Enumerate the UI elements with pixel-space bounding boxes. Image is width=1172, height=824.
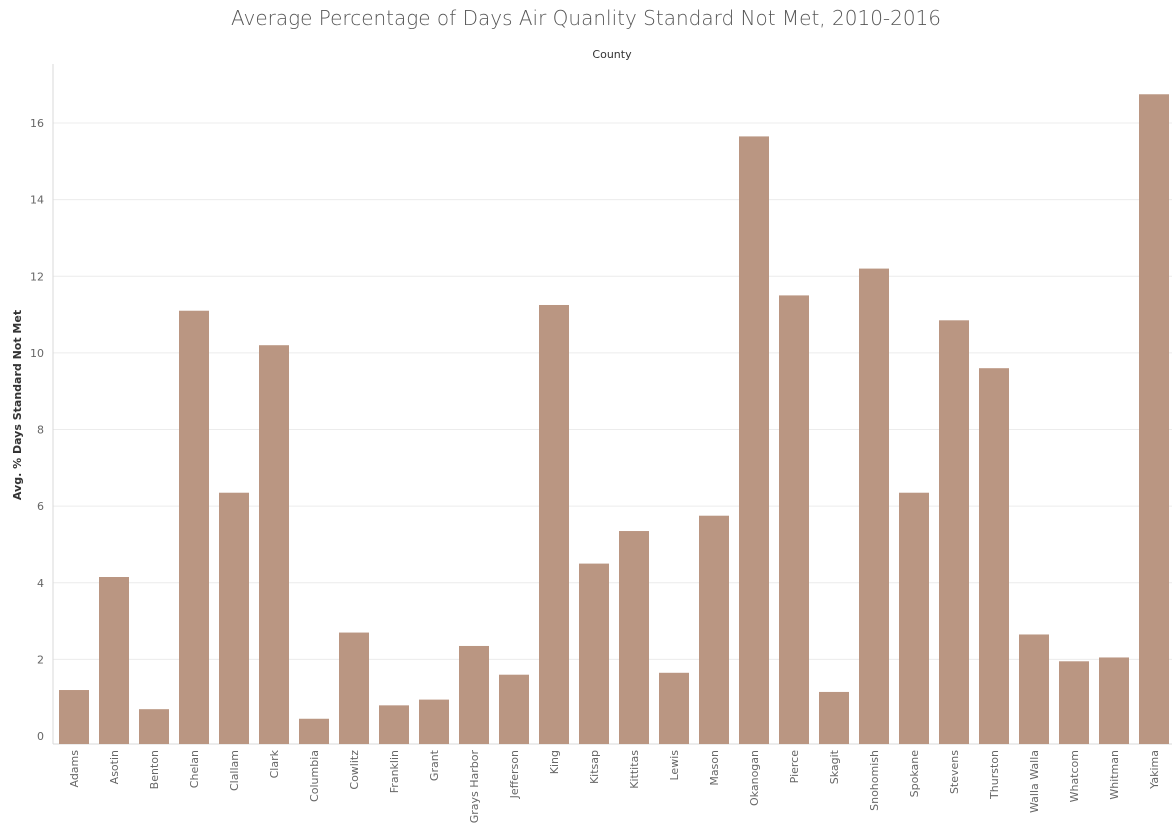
x-tick-label: Franklin xyxy=(388,750,401,793)
x-tick-label: Grant xyxy=(428,749,441,781)
x-tick-labels: Adams Asotin Benton Chelan Clallam Clark Colum… xyxy=(68,749,1161,823)
bar-grays-harbor[interactable] xyxy=(459,645,489,744)
x-tick-label: Clallam xyxy=(228,750,241,791)
y-tick-label: 16 xyxy=(30,117,44,130)
bar-lewis[interactable] xyxy=(659,672,689,744)
bar-spokane[interactable] xyxy=(899,492,929,744)
bar-thurston[interactable] xyxy=(979,368,1009,744)
bar-king[interactable] xyxy=(539,304,569,744)
x-tick-label: Walla Walla xyxy=(1028,750,1041,813)
bar-whitman[interactable] xyxy=(1099,657,1129,744)
x-tick-label: Columbia xyxy=(308,750,321,802)
bar-jefferson[interactable] xyxy=(499,674,529,744)
x-tick-label: Pierce xyxy=(788,750,801,784)
bar-yakima[interactable] xyxy=(1139,94,1169,744)
bar-snohomish[interactable] xyxy=(859,268,889,744)
y-tick-labels: 0 2 4 6 8 10 12 14 16 xyxy=(30,117,44,743)
x-tick-label: Kittitas xyxy=(628,750,641,789)
x-tick-label: Yakima xyxy=(1148,750,1161,790)
x-tick-label: Whatcom xyxy=(1068,750,1081,802)
bar-mason[interactable] xyxy=(699,515,729,744)
x-tick-label: Spokane xyxy=(908,750,921,798)
x-tick-label: Stevens xyxy=(948,750,961,794)
x-tick-label: Grays Harbor xyxy=(468,750,481,824)
y-tick-label: 0 xyxy=(37,730,44,743)
bar-skagit[interactable] xyxy=(819,691,849,744)
x-tick-label: Benton xyxy=(148,750,161,789)
bars xyxy=(59,94,1169,745)
bar-stevens[interactable] xyxy=(939,320,969,744)
chart-title: Average Percentage of Days Air Quanlity … xyxy=(230,6,942,30)
x-tick-label: Skagit xyxy=(828,749,841,784)
bar-kittitas[interactable] xyxy=(619,531,649,744)
bar-okanogan[interactable] xyxy=(739,136,769,745)
x-tick-label: Asotin xyxy=(108,750,121,784)
bar-clallam[interactable] xyxy=(219,492,249,744)
bar-chelan[interactable] xyxy=(179,310,209,744)
x-tick-label: Cowlitz xyxy=(348,750,361,790)
y-tick-label: 4 xyxy=(37,577,44,590)
bar-franklin[interactable] xyxy=(379,705,409,744)
y-tick-label: 12 xyxy=(30,270,44,283)
bar-adams[interactable] xyxy=(59,690,89,744)
x-tick-label: Adams xyxy=(68,750,81,788)
bar-benton[interactable] xyxy=(139,709,169,744)
x-tick-label: Kitsap xyxy=(588,750,601,784)
x-tick-label: Lewis xyxy=(668,750,681,781)
bar-walla-walla[interactable] xyxy=(1019,634,1049,744)
x-tick-label: Thurston xyxy=(988,750,1001,800)
bar-columbia[interactable] xyxy=(299,718,329,744)
x-tick-label: Whitman xyxy=(1108,750,1121,800)
bar-asotin[interactable] xyxy=(99,577,129,744)
y-axis-title: Avg. % Days Standard Not Met xyxy=(11,310,24,500)
x-tick-label: Snohomish xyxy=(868,750,881,811)
x-tick-label: Okanogan xyxy=(748,750,761,806)
bar-cowlitz[interactable] xyxy=(339,632,369,744)
x-tick-label: Clark xyxy=(268,749,281,778)
bar-pierce[interactable] xyxy=(779,295,809,744)
y-tick-label: 8 xyxy=(37,424,44,437)
y-tick-label: 10 xyxy=(30,347,44,360)
y-tick-label: 6 xyxy=(37,500,44,513)
column-header: County xyxy=(592,48,632,61)
x-tick-label: King xyxy=(548,750,561,774)
x-tick-label: Mason xyxy=(708,750,721,786)
y-tick-label: 14 xyxy=(30,194,44,207)
y-tick-label: 2 xyxy=(37,653,44,666)
x-tick-label: Chelan xyxy=(188,750,201,788)
bar-grant[interactable] xyxy=(419,699,449,744)
bar-whatcom[interactable] xyxy=(1059,661,1089,744)
x-tick-label: Jefferson xyxy=(508,750,521,799)
bar-clark[interactable] xyxy=(259,345,289,744)
bar-kitsap[interactable] xyxy=(579,563,609,744)
